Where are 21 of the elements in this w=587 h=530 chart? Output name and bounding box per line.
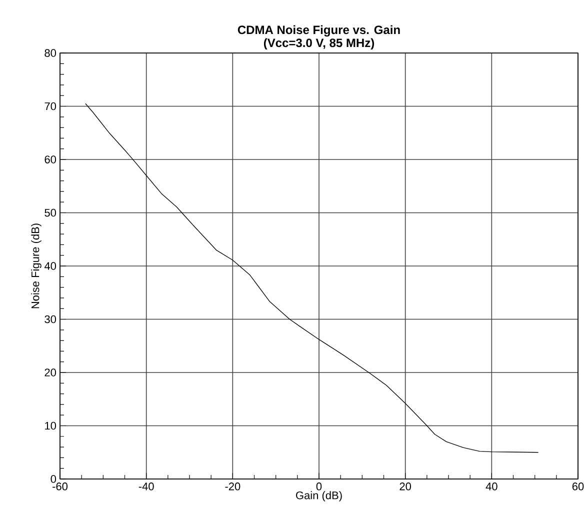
y-tick-label: 50 (44, 208, 56, 217)
x-tick-label: -60 (52, 482, 68, 490)
y-tick-label: 10 (45, 422, 56, 430)
y-tick-label: 60 (44, 156, 56, 164)
x-axis-title: Gain (dB) (296, 491, 342, 502)
x-tick-label: 40 (486, 482, 498, 490)
chart-title: CDMA Noise Figure vs. Gain (238, 25, 400, 37)
y-tick-label: 20 (44, 368, 56, 376)
x-tick-label: -40 (138, 482, 154, 490)
y-tick-label: 30 (44, 315, 56, 324)
chart-subtitle: (Vcc=3.0 V, 85 MHz) (264, 38, 374, 50)
x-tick-label: 0 (316, 482, 322, 490)
x-tick-label: 60 (572, 482, 584, 490)
line-series (85, 103, 539, 453)
x-tick-label: -20 (225, 482, 240, 490)
y-tick-label: 80 (44, 49, 56, 57)
x-tick-label: 20 (400, 482, 412, 490)
y-tick-label: 0 (50, 475, 56, 483)
y-tick-label: 40 (44, 262, 56, 270)
y-tick-label: 70 (44, 102, 56, 110)
y-axis-title: Noise Figure (dB) (31, 224, 42, 308)
